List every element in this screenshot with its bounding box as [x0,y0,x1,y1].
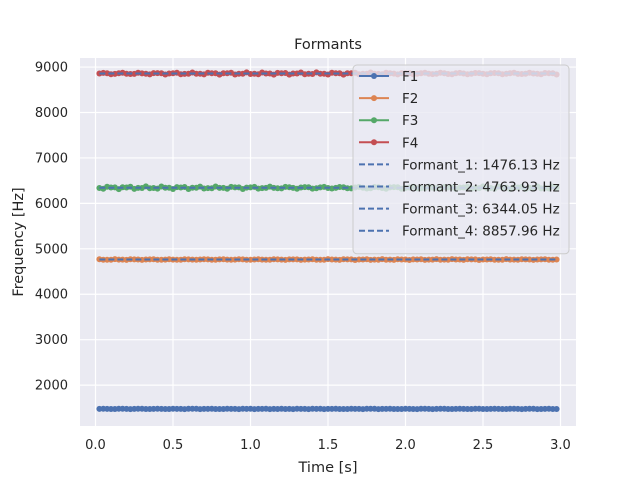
y-tick-label: 3000 [35,333,68,348]
legend-item: Formant_3: 6344.05 Hz [359,202,560,218]
y-tick-label: 2000 [35,379,68,394]
legend-item: F1 [359,69,418,85]
x-tick-label: 1.5 [318,438,339,453]
legend-marker [371,73,377,79]
legend-item: F3 [359,113,418,129]
y-tick-label: 7000 [35,151,68,166]
data-point [553,256,560,263]
x-tick-label: 3.0 [550,438,571,453]
y-tick-label: 8000 [35,106,68,121]
x-tick-label: 0.5 [163,438,184,453]
y-axis-title: Frequency [Hz] [11,187,27,296]
legend-item: F2 [359,91,418,107]
y-tick-label: 5000 [35,242,68,257]
legend-label: F3 [402,113,418,129]
legend-marker [371,117,377,124]
legend-label: F4 [402,135,418,151]
legend-label: Formant_1: 1476.13 Hz [402,157,560,173]
x-tick-label: 2.5 [473,438,494,453]
legend-label: F2 [402,91,418,107]
x-axis-title: Time [s] [298,460,358,476]
legend-label: Formant_4: 8857.96 Hz [402,224,560,240]
legend-marker [371,95,377,102]
chart-title: Formants [294,37,362,53]
x-tick-label: 0.0 [85,438,106,453]
y-tick-label: 9000 [35,61,68,76]
legend: F1 F2 F3 F4 Formant_1: 1476.13 Hz Formant_2: … [352,64,570,255]
x-tick-label: 2.0 [395,438,416,453]
y-tick-label: 6000 [35,197,68,212]
legend-frame [352,64,570,255]
legend-label: Formant_3: 6344.05 Hz [402,202,560,218]
legend-item: Formant_4: 8857.96 Hz [359,224,560,240]
legend-item: F4 [359,135,418,151]
legend-marker [371,139,377,146]
legend-label: Formant_2: 4763.93 Hz [402,180,560,196]
legend-item: Formant_1: 1476.13 Hz [359,157,560,173]
legend-item: Formant_2: 4763.93 Hz [359,180,560,196]
y-tick-label: 4000 [35,288,68,303]
y-tick-labels: 2000 3000 4000 5000 6000 7000 8000 9000 [35,61,68,394]
x-tick-labels: 0.0 0.5 1.0 1.5 2.0 2.5 3.0 [85,438,571,453]
data-point [553,406,560,412]
x-tick-label: 1.0 [240,438,261,453]
legend-label: F1 [402,69,418,85]
